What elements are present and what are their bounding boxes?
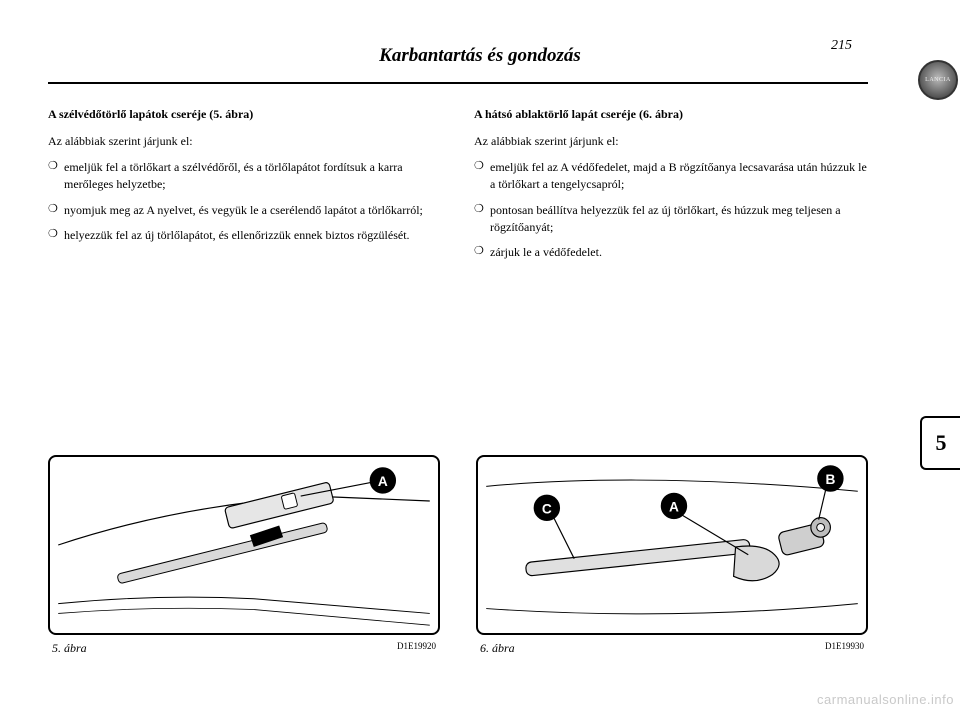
- list-item: emeljük fel a törlőkart a szélvédőről, é…: [48, 159, 442, 194]
- watermark: carmanualsonline.info: [817, 692, 954, 707]
- list-item: nyomjuk meg az A nyelvet, és vegyük le a…: [48, 202, 442, 219]
- list-item: zárjuk le a védőfedelet.: [474, 244, 868, 261]
- figure-5-illustration: A: [50, 457, 438, 633]
- brand-logo-text: LANCIA: [925, 77, 951, 83]
- svg-text:A: A: [378, 474, 388, 489]
- list-item: emeljük fel az A védőfedelet, majd a B r…: [474, 159, 868, 194]
- page-number: 215: [831, 38, 852, 54]
- brand-logo: LANCIA: [918, 60, 958, 100]
- chapter-tab: 5: [920, 416, 960, 470]
- right-lead: Az alábbiak szerint járjunk el:: [474, 133, 868, 150]
- left-heading: A szélvédőtörlő lapátok cseréje (5. ábra…: [48, 106, 442, 123]
- page-header: Karbantartás és gondozás 215: [48, 36, 912, 76]
- figure-6-caption-row: 6. ábra D1E19930: [476, 641, 868, 656]
- side-tab-area: LANCIA: [916, 60, 960, 700]
- svg-text:A: A: [669, 499, 679, 514]
- figure-6: C A B 6. ábra D1E19930: [476, 455, 868, 656]
- body-columns: A szélvédőtörlő lapátok cseréje (5. ábra…: [48, 106, 868, 270]
- svg-text:B: B: [825, 472, 835, 487]
- page: Karbantartás és gondozás 215 A szélvédőt…: [48, 36, 912, 676]
- figure-5-frame: A: [48, 455, 440, 635]
- right-list: emeljük fel az A védőfedelet, majd a B r…: [474, 159, 868, 262]
- figure-5-ref: D1E19920: [397, 641, 436, 656]
- right-column: A hátsó ablaktörlő lapát cseréje (6. ábr…: [474, 106, 868, 270]
- section-title: Karbantartás és gondozás: [48, 45, 912, 67]
- figure-6-illustration: C A B: [478, 457, 866, 633]
- figures-row: A 5. ábra D1E19920: [48, 455, 868, 656]
- chapter-number: 5: [936, 430, 947, 456]
- figure-5: A 5. ábra D1E19920: [48, 455, 440, 656]
- left-list: emeljük fel a törlőkart a szélvédőről, é…: [48, 159, 442, 245]
- header-rule: [48, 82, 868, 84]
- figure-5-caption: 5. ábra: [52, 641, 87, 656]
- list-item: pontosan beállítva helyezzük fel az új t…: [474, 202, 868, 237]
- figure-5-caption-row: 5. ábra D1E19920: [48, 641, 440, 656]
- list-item: helyezzük fel az új törlőlapátot, és ell…: [48, 227, 442, 244]
- left-column: A szélvédőtörlő lapátok cseréje (5. ábra…: [48, 106, 442, 270]
- right-heading: A hátsó ablaktörlő lapát cseréje (6. ábr…: [474, 106, 868, 123]
- left-lead: Az alábbiak szerint járjunk el:: [48, 133, 442, 150]
- figure-6-caption: 6. ábra: [480, 641, 515, 656]
- figure-6-ref: D1E19930: [825, 641, 864, 656]
- figure-6-frame: C A B: [476, 455, 868, 635]
- svg-text:C: C: [542, 501, 552, 516]
